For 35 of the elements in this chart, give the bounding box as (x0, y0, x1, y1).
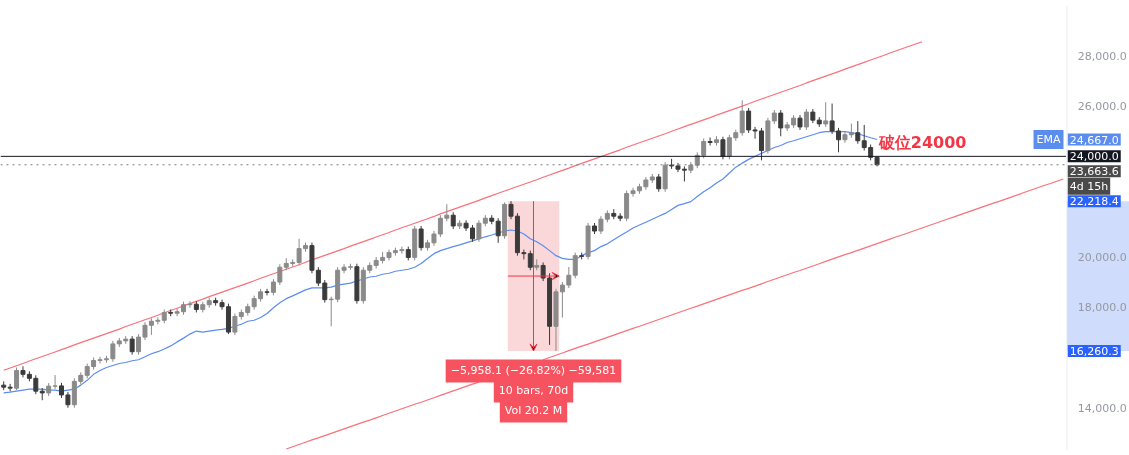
candlestick (14, 367, 20, 391)
candlestick (495, 217, 501, 244)
text: 24,667.0 (1069, 133, 1119, 147)
annotation: Vol 20.2 M (504, 404, 563, 418)
candlestick (778, 109, 784, 137)
text: 24,000.0 (1069, 150, 1119, 164)
y-tick-label: 20,000.0 (1077, 250, 1127, 264)
candlestick (129, 335, 135, 356)
candlestick (566, 266, 572, 289)
text: 22,218.4 (1069, 195, 1119, 209)
candlestick (52, 374, 58, 390)
candlestick (707, 136, 713, 147)
candlestick (803, 108, 809, 131)
annotation: 10 bars, 70d (498, 384, 569, 398)
y-tick-label: 18,000.0 (1077, 301, 1127, 315)
y-tick-label: 14,000.0 (1077, 401, 1127, 415)
candlestick (508, 200, 514, 220)
candlestick (842, 131, 848, 144)
text: 23,663.6 (1069, 165, 1119, 179)
candlestick (662, 161, 668, 193)
candlestick (20, 365, 26, 378)
candlestick (572, 252, 578, 279)
text: 16,260.3 (1069, 344, 1119, 358)
y-tick-label: 28,000.0 (1077, 49, 1127, 63)
text: 4d 15h (1069, 179, 1109, 193)
ref-line-label: 破位24000 (877, 133, 967, 153)
legend-label: EMA (1036, 133, 1061, 146)
candlestick (739, 99, 745, 137)
candlestick (823, 101, 829, 128)
candlestick (264, 288, 270, 296)
candlestick (720, 136, 726, 160)
annotation: −5,958.1 (−26.82%) −59,581 (450, 364, 617, 378)
candlestick (855, 120, 861, 145)
y-tick-label: 26,000.0 (1077, 100, 1127, 114)
candlestick (418, 225, 424, 252)
